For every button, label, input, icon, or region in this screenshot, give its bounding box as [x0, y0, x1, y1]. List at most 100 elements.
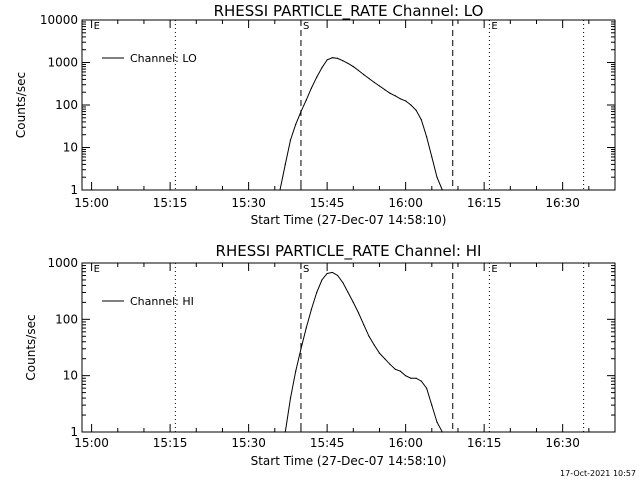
- data-point: [363, 73, 365, 76]
- data-point: [321, 67, 323, 69]
- x-tick-label: 16:30: [545, 196, 580, 210]
- data-point: [289, 139, 292, 141]
- data-point: [279, 189, 281, 191]
- data-point: [384, 89, 386, 91]
- marker-label: S: [303, 264, 309, 275]
- data-point: [284, 163, 286, 166]
- data-point: [331, 271, 333, 274]
- data-point: [415, 109, 417, 111]
- data-point: [331, 57, 333, 59]
- y-axis-label: Counts/sec: [24, 314, 38, 380]
- data-point: [321, 279, 323, 281]
- data-point: [425, 136, 428, 138]
- data-point: [352, 301, 354, 303]
- data-point: [405, 100, 407, 102]
- marker-label: E: [491, 264, 497, 275]
- data-point: [431, 156, 433, 158]
- y-tick-label: 1000: [47, 56, 78, 70]
- data-point: [310, 308, 313, 311]
- y-tick-label: 100: [55, 98, 78, 112]
- x-tick-label: 15:00: [74, 196, 109, 210]
- data-point: [378, 85, 381, 87]
- data-point: [363, 324, 365, 326]
- data-point: [347, 62, 349, 65]
- x-tick-label: 15:45: [310, 196, 345, 210]
- marker-label: E: [94, 21, 100, 32]
- data-point: [316, 291, 318, 294]
- data-point: [399, 370, 402, 372]
- data-point: [378, 352, 381, 354]
- x-tick-label: 15:30: [231, 196, 266, 210]
- data-point: [399, 98, 402, 100]
- x-tick-label: 15:15: [153, 196, 188, 210]
- data-point: [336, 57, 339, 59]
- data-point: [436, 421, 438, 423]
- plot-frame: [81, 262, 616, 433]
- marker-label: E: [94, 264, 100, 275]
- y-tick-label: 10000: [40, 13, 78, 27]
- legend-label: Channel: HI: [130, 295, 194, 308]
- data-point: [305, 99, 307, 101]
- data-point: [316, 76, 318, 78]
- data-point: [389, 92, 391, 94]
- x-tick-label: 15:30: [231, 436, 266, 450]
- marker-label: E: [491, 21, 497, 32]
- y-tick-label: 100: [55, 312, 78, 326]
- plot-frame: [81, 19, 616, 191]
- x-tick-label: 15:15: [153, 436, 188, 450]
- data-point: [326, 272, 328, 275]
- x-tick-label: 16:15: [467, 436, 502, 450]
- data-point: [373, 81, 375, 84]
- data-point: [347, 291, 349, 294]
- data-point: [305, 327, 307, 329]
- data-point: [310, 87, 313, 89]
- data-point: [368, 335, 370, 337]
- data-point: [295, 123, 297, 125]
- data-point: [389, 363, 391, 365]
- data-point: [415, 377, 417, 379]
- data-point: [420, 119, 422, 121]
- x-axis-label: Start Time (27-Dec-07 14:58:10): [251, 213, 447, 227]
- data-point: [410, 377, 412, 379]
- data-point: [425, 387, 428, 389]
- x-tick-label: 16:30: [545, 436, 580, 450]
- data-point: [295, 370, 297, 372]
- y-tick-label: 10: [63, 369, 78, 383]
- series-line: [284, 271, 443, 433]
- data-point: [336, 274, 339, 277]
- y-tick-label: 1: [70, 425, 78, 439]
- x-tick-label: 16:15: [467, 196, 502, 210]
- data-point: [394, 368, 396, 370]
- data-point: [357, 312, 360, 314]
- y-axis-label: Counts/sec: [14, 72, 28, 138]
- data-point: [441, 431, 443, 433]
- data-point: [352, 66, 354, 68]
- data-point: [431, 404, 433, 406]
- x-tick-label: 16:00: [388, 196, 423, 210]
- x-axis-label: Start Time (27-Dec-07 14:58:10): [251, 454, 447, 468]
- y-tick-label: 10: [63, 141, 78, 155]
- data-point: [368, 77, 370, 80]
- chart-title: RHESSI PARTICLE_RATE Channel: LO: [214, 2, 484, 21]
- data-point: [436, 176, 438, 178]
- data-point: [357, 69, 360, 72]
- x-tick-label: 15:45: [310, 436, 345, 450]
- x-tick-label: 16:00: [388, 436, 423, 450]
- data-point: [420, 380, 422, 382]
- data-point: [394, 95, 396, 97]
- data-point: [342, 281, 344, 284]
- data-point: [289, 397, 292, 399]
- data-point: [326, 59, 328, 61]
- chart-title: RHESSI PARTICLE_RATE Channel: HI: [216, 242, 482, 261]
- x-tick-label: 15:00: [74, 436, 109, 450]
- data-point: [342, 60, 344, 62]
- legend-label: Channel: LO: [130, 52, 197, 65]
- data-point: [373, 344, 375, 346]
- data-point: [300, 348, 302, 350]
- data-point: [410, 104, 412, 106]
- y-tick-label: 1000: [47, 256, 78, 270]
- data-point: [284, 431, 286, 433]
- marker-label: S: [303, 21, 309, 32]
- series-line: [279, 57, 443, 191]
